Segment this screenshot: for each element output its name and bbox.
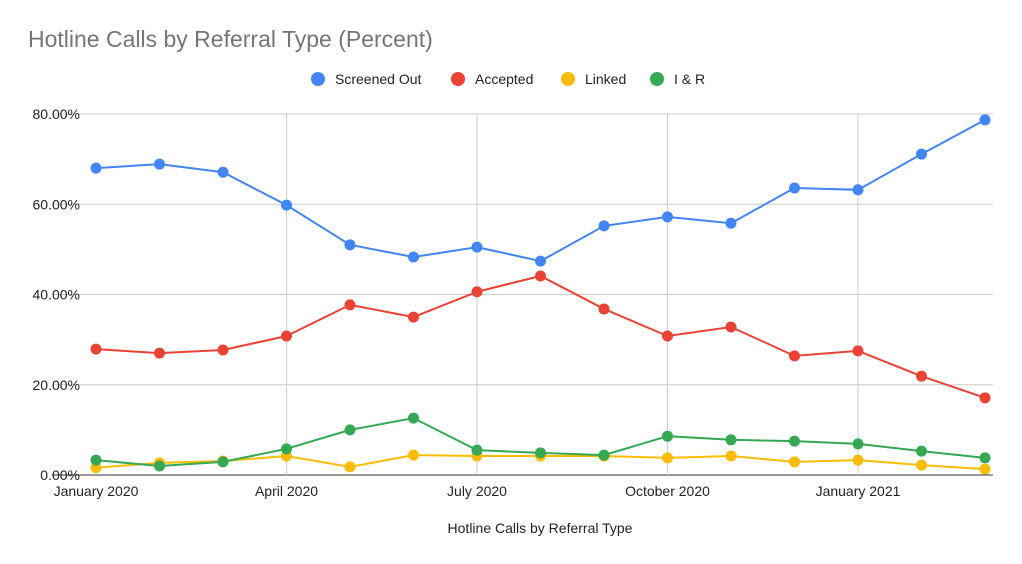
- data-point: [789, 182, 800, 194]
- legend-label: I & R: [674, 71, 705, 87]
- x-tick-label: January 2020: [54, 483, 139, 499]
- data-point: [598, 220, 610, 232]
- y-tick-label: 20.00%: [33, 377, 80, 393]
- data-point: [916, 445, 927, 457]
- data-point: [90, 454, 102, 466]
- data-point: [852, 184, 864, 196]
- legend-marker: [650, 72, 664, 86]
- data-point: [725, 450, 737, 462]
- data-point: [90, 343, 102, 355]
- data-point: [725, 321, 737, 333]
- x-tick-label: October 2020: [625, 483, 710, 499]
- data-point: [90, 462, 102, 474]
- data-point: [408, 311, 419, 323]
- legend-label: Screened Out: [335, 71, 421, 87]
- y-tick-label: 40.00%: [33, 287, 80, 303]
- data-point: [725, 217, 737, 229]
- data-point: [281, 330, 292, 342]
- data-point: [344, 424, 356, 436]
- data-point: [916, 148, 927, 160]
- legend-label: Linked: [585, 71, 626, 87]
- x-tick-label: April 2020: [255, 483, 318, 499]
- data-point: [471, 444, 483, 456]
- legend-marker: [561, 72, 575, 86]
- data-point: [662, 452, 673, 464]
- data-point: [789, 456, 800, 468]
- data-point: [662, 430, 673, 442]
- data-point: [535, 447, 546, 459]
- data-point: [979, 392, 991, 404]
- data-point: [154, 460, 165, 472]
- data-point: [408, 251, 419, 263]
- chart-title: Hotline Calls by Referral Type (Percent): [28, 26, 433, 52]
- series-line: [95, 118, 986, 263]
- legend-label: Accepted: [475, 71, 533, 87]
- data-point: [344, 239, 356, 251]
- data-point: [852, 345, 864, 357]
- data-point: [90, 162, 102, 174]
- y-tick-label: 0.00%: [40, 467, 80, 483]
- data-point: [979, 452, 991, 464]
- data-point: [217, 344, 229, 356]
- data-point: [154, 158, 165, 170]
- data-point: [598, 449, 610, 461]
- data-point: [217, 166, 229, 178]
- data-point: [979, 463, 991, 475]
- data-point: [281, 199, 292, 211]
- data-point: [662, 330, 673, 342]
- data-point: [852, 438, 864, 450]
- x-tick-label: January 2021: [816, 483, 901, 499]
- data-point: [725, 434, 737, 446]
- data-point: [535, 255, 546, 267]
- data-point: [154, 347, 165, 359]
- legend-marker: [311, 72, 325, 86]
- y-tick-label: 60.00%: [33, 196, 80, 212]
- x-axis-label: Hotline Calls by Referral Type: [448, 520, 633, 536]
- data-point: [852, 454, 864, 466]
- data-point: [916, 459, 927, 471]
- y-tick-label: 80.00%: [33, 106, 80, 122]
- data-point: [789, 350, 800, 362]
- data-point: [789, 435, 800, 447]
- data-point: [344, 299, 356, 311]
- data-point: [471, 241, 483, 253]
- data-point: [598, 303, 610, 315]
- data-point: [408, 412, 419, 424]
- data-point: [471, 286, 483, 298]
- x-tick-label: July 2020: [447, 483, 507, 499]
- data-point: [535, 270, 546, 282]
- data-point: [662, 211, 673, 223]
- data-point: [344, 461, 356, 473]
- data-point: [281, 443, 292, 455]
- data-point: [408, 449, 419, 461]
- data-point: [979, 114, 991, 126]
- legend-marker: [451, 72, 465, 86]
- data-point: [217, 456, 229, 468]
- data-point: [916, 370, 927, 382]
